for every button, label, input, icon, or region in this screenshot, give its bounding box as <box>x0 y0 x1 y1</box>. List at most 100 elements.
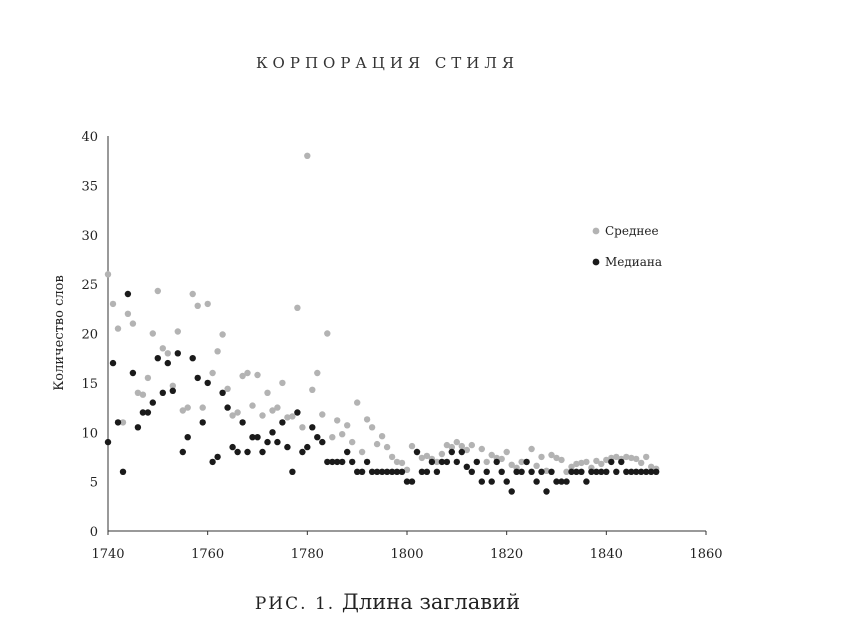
median-point <box>354 468 361 475</box>
median-point <box>533 478 540 485</box>
mean-point <box>244 369 251 377</box>
mean-point <box>199 404 206 411</box>
mean-point <box>214 348 221 355</box>
mean-point <box>319 411 326 418</box>
mean-point <box>368 424 376 431</box>
mean-point <box>393 458 401 466</box>
figure-caption: РИС. 1. Длина заглавий <box>0 590 775 614</box>
median-point <box>613 468 620 475</box>
median-point <box>124 290 132 298</box>
median-point <box>274 438 281 446</box>
median-point <box>129 369 137 377</box>
mean-point <box>174 328 181 335</box>
mean-point <box>503 448 510 456</box>
mean-point <box>623 453 630 461</box>
median-point <box>324 458 331 466</box>
mean-point <box>309 386 316 393</box>
median-point <box>229 443 236 451</box>
median-point <box>194 374 201 382</box>
median-point <box>498 468 505 475</box>
mean-point <box>149 330 156 337</box>
mean-point <box>294 304 301 311</box>
mean-point <box>358 448 366 456</box>
mean-point <box>109 300 117 308</box>
median-point <box>373 468 381 475</box>
median-point <box>334 458 341 466</box>
mean-point <box>568 463 575 470</box>
median-point <box>428 458 436 466</box>
median-point <box>304 443 311 451</box>
mean-point <box>114 325 122 332</box>
mean-point <box>593 457 600 465</box>
mean-point <box>189 290 196 298</box>
mean-point <box>124 310 132 317</box>
mean-point <box>209 369 216 377</box>
median-point <box>309 424 316 431</box>
x-tick-label: 1780 <box>291 547 324 562</box>
median-point <box>234 448 241 456</box>
mean-point <box>583 458 590 466</box>
mean-point <box>339 431 346 438</box>
mean-point <box>229 412 236 419</box>
scatter-chart: 1740 1760 1780 1800 1820 1840 1860 0 5 10 15 20 25 3… <box>52 130 723 562</box>
median-point <box>623 468 630 475</box>
mean-point <box>638 459 645 467</box>
mean-point <box>438 450 446 458</box>
median-point <box>633 468 640 475</box>
y-tick-label: 10 <box>81 426 98 441</box>
mean-point <box>468 441 475 449</box>
x-tick-label: 1740 <box>91 547 124 562</box>
mean-point <box>134 389 142 396</box>
median-point <box>179 448 186 456</box>
median-point <box>169 387 176 394</box>
y-tick-label: 40 <box>81 130 98 145</box>
median-point <box>184 434 191 441</box>
mean-point <box>498 455 505 463</box>
median-point <box>204 379 211 387</box>
median-point <box>164 359 171 367</box>
median-point <box>563 478 570 485</box>
median-point <box>438 458 446 466</box>
legend-mean-marker <box>592 227 600 235</box>
median-point <box>264 438 271 446</box>
median-point <box>259 448 266 456</box>
mean-point <box>603 456 610 464</box>
mean-point <box>448 443 455 451</box>
mean-point <box>613 453 620 461</box>
median-point <box>653 468 660 475</box>
median-point <box>578 468 585 475</box>
median-point <box>598 468 605 475</box>
median-point <box>483 468 490 475</box>
mean-point <box>119 419 127 426</box>
y-tick-label: 30 <box>81 229 98 244</box>
mean-point <box>478 445 485 453</box>
legend-mean-label: Среднее <box>605 224 659 238</box>
y-tick-label: 25 <box>81 278 98 293</box>
caption-prefix: РИС. 1. <box>254 594 336 614</box>
mean-point <box>433 458 441 466</box>
mean-point <box>538 453 545 461</box>
median-point <box>114 419 122 426</box>
median-point <box>368 468 376 475</box>
mean-point <box>553 454 560 462</box>
median-point <box>468 468 475 475</box>
mean-point <box>129 320 137 327</box>
y-tick-labels: 0 5 10 15 20 25 30 35 40 <box>81 130 98 540</box>
mean-point <box>628 454 635 462</box>
median-point <box>568 468 575 475</box>
mean-point <box>259 412 266 419</box>
median-point <box>249 434 256 441</box>
median-point <box>139 409 147 416</box>
mean-point <box>249 402 256 409</box>
mean-point <box>458 442 465 450</box>
y-tick-label: 20 <box>81 328 98 343</box>
mean-point <box>329 434 336 441</box>
median-point <box>553 478 560 485</box>
mean-point <box>463 446 470 454</box>
median-point <box>284 443 291 451</box>
mean-point <box>144 374 152 382</box>
median-point <box>378 468 386 475</box>
median-point <box>478 478 485 485</box>
mean-point <box>234 409 241 416</box>
mean-point <box>179 407 186 414</box>
